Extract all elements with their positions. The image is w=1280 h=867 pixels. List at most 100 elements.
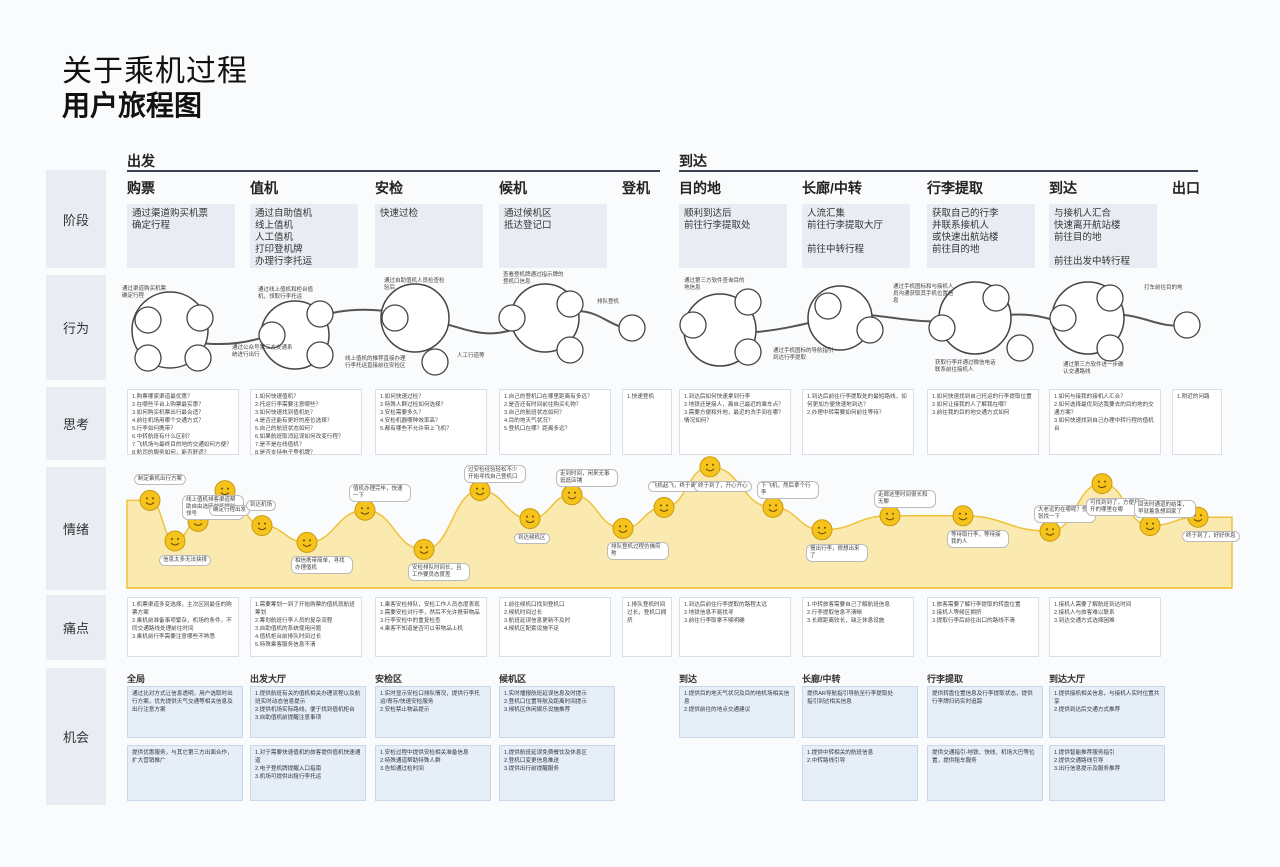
stage-bubble	[380, 283, 450, 353]
face-eye	[526, 515, 528, 518]
face-eye	[309, 539, 311, 542]
face-smile	[1097, 485, 1107, 489]
face-eye	[712, 463, 714, 466]
thinking-box: 1.自己的登机口在哪里距离有多远？ 2.是否还有时间前往购买礼物？ 3.自己的航…	[499, 389, 611, 455]
face-eye	[171, 538, 173, 540]
face-smile	[705, 468, 715, 472]
opportunity-box: 1.提供目的地天气状况及目的地机场相关信息 2.提供前往的地点交通建议	[679, 686, 795, 738]
emotion-face	[1091, 473, 1113, 495]
face-eye	[146, 497, 148, 500]
opportunity-box: 1.提供中转相关的航班信息 2.中转路线引导	[802, 745, 918, 801]
row-label: 情绪	[46, 467, 106, 590]
pain-box: 1.接机人需要了解航班到达时间 2.接机人与旅客难以联系 3.到达交通方式选择困…	[1049, 597, 1161, 657]
pain-box: 1.乘客安检排队，安检工作人员态度表现 2.需要安检对行李，然后不允许携带物品 …	[375, 597, 487, 657]
emotion-label: 安检排队时间长，且工作要员态度差	[408, 563, 470, 582]
face-smile	[659, 509, 669, 512]
row-label: 痛点	[46, 595, 106, 660]
emotion-face	[251, 515, 273, 537]
face-eye	[769, 504, 771, 507]
emotion-face	[879, 505, 901, 527]
stage-name: 出口	[1172, 180, 1200, 196]
behavior-note: 打车前往目的地	[1144, 285, 1183, 291]
behavior-note: 通过渠道购买机票 确定行程	[122, 286, 167, 299]
row-label: 阶段	[46, 170, 106, 268]
emotion-label: 确定行程出发	[209, 504, 251, 516]
emotion-area	[126, 466, 1233, 589]
opportunity-area: 到达大厅	[1049, 674, 1086, 684]
emotion-face	[561, 484, 583, 506]
icon-bubble	[556, 336, 584, 364]
stage-name: 目的地	[679, 180, 721, 196]
thinking-box: 1.购票哪家渠道最优惠？ 2.在哪些平台上购票最实惠？ 3.如何购买机票出行最合…	[127, 389, 239, 455]
face-eye	[303, 539, 305, 542]
emotion-label: 到达候机区	[514, 532, 550, 544]
face-smile	[525, 520, 535, 524]
face-eye	[775, 504, 777, 507]
phase-label: 出发	[127, 153, 155, 169]
face-smile	[475, 492, 485, 496]
thinking-box: 1.附近的问路	[1172, 389, 1222, 455]
opportunity-box: 1.提供智能推荐服务指引 2.提供交通路线引导 3.出行信息提示及服务推荐	[1049, 745, 1165, 801]
face-smile	[257, 527, 267, 531]
face-eye	[420, 546, 422, 549]
row-label: 思考	[46, 387, 106, 460]
stage-description: 获取自己的行李 并联系接机人 或快速出航站楼 前往目的地	[927, 204, 1035, 268]
stage-description: 人流汇集 前往行李提取大厅 前往中转行程	[802, 204, 910, 268]
emotion-label: 值机办理完毕，快速一下	[349, 484, 411, 503]
emotion-label: 终于到了，好好休息	[1182, 531, 1240, 543]
stage-description: 快速过检	[375, 204, 483, 268]
face-eye	[1052, 528, 1054, 531]
icon-bubble	[184, 344, 212, 372]
stage-name: 到达	[1049, 180, 1077, 196]
pain-box: 1.需要筹划一到了开始购票的值机就航班筹划 2.筹划航班行李人员的复杂流程 3.…	[250, 597, 362, 657]
icon-bubble	[498, 304, 526, 332]
face-eye	[227, 487, 229, 490]
face-eye	[818, 526, 820, 529]
icon-bubble	[1049, 304, 1077, 332]
pain-box: 1.排队登机时间过长，登机口拥挤	[622, 597, 672, 657]
emotion-label: 信息太多无法抉择	[159, 555, 212, 566]
behavior-note: 线上值机的推荐直接办理行李托运直接前往安检区	[345, 356, 406, 369]
emotion-label: 制定乘机出行方案	[134, 474, 187, 486]
opportunity-area: 全局	[127, 674, 146, 684]
behavior-note: 通过线上值机和柜台值机，领取行李托运	[258, 287, 314, 300]
stage-description: 通过渠道购买机票 确定行程	[127, 204, 235, 268]
face-smile	[567, 496, 577, 500]
face-eye	[824, 526, 826, 529]
face-eye	[892, 512, 894, 515]
behavior-note: 通过手机图标的导航指引到达行李提取	[773, 348, 834, 361]
icon-bubble	[134, 306, 162, 334]
emotion-label: 下飞机，然后拿个行李	[757, 481, 819, 500]
icon-bubble	[306, 341, 334, 369]
icon-bubble	[306, 300, 334, 328]
face-eye	[965, 512, 967, 515]
icon-bubble	[1006, 334, 1034, 362]
behavior-note: 人工行道等	[457, 353, 485, 359]
stage-description: 顺利到达后 前往行李提取处	[679, 204, 787, 268]
stage-name: 安检	[375, 180, 403, 196]
face-eye	[568, 491, 570, 494]
face-eye	[625, 525, 627, 528]
emotion-face	[653, 496, 675, 518]
emotion-face	[952, 505, 974, 527]
pain-box: 1.到达后前往行李提取的路程太远 2.地铁信息不易找寻 3.前往行李取拿不够明确	[679, 597, 791, 657]
face-smile	[145, 502, 155, 505]
title: 关于乘机过程	[62, 55, 248, 88]
emotion-label: 等待取行李，等待接我的人	[947, 529, 1009, 548]
face-smile	[1045, 532, 1055, 536]
emotion-label: 过安检经验轻松不少开始寻找自己登机口	[464, 464, 526, 483]
behavior-note: 通过第三方软件进一步确认交通路线	[1063, 362, 1124, 375]
face-eye	[706, 463, 708, 466]
icon-bubble	[1173, 311, 1201, 339]
behavior-note: 通过自助值机人员检查检验后	[384, 278, 445, 291]
opportunity-area: 行李提取	[927, 674, 964, 684]
subtitle: 用户旅程图	[62, 90, 203, 121]
face-smile	[885, 517, 895, 521]
emotion-face	[469, 480, 491, 502]
opportunity-area: 安检区	[375, 674, 403, 684]
icon-bubble	[421, 348, 449, 376]
emotion-label: 终于到了，开心开心	[694, 480, 752, 492]
emotion-face	[354, 499, 376, 521]
face-eye	[1146, 522, 1148, 525]
